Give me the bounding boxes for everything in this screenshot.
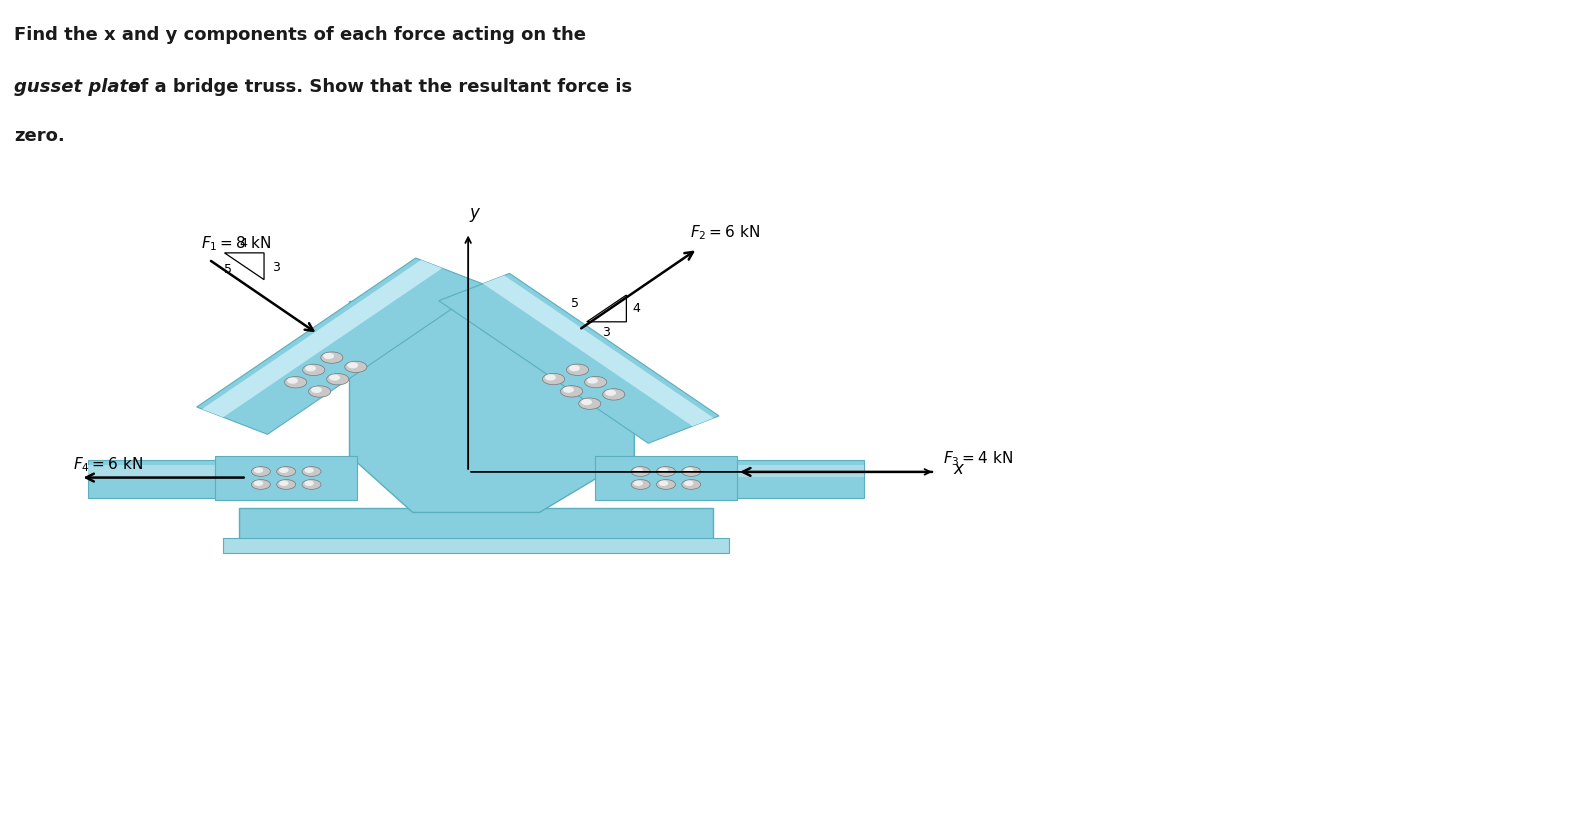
- Circle shape: [685, 481, 693, 485]
- Text: 4: 4: [239, 237, 247, 250]
- Circle shape: [634, 468, 642, 472]
- Polygon shape: [349, 301, 634, 513]
- Circle shape: [346, 361, 366, 373]
- Circle shape: [656, 466, 675, 476]
- FancyBboxPatch shape: [721, 465, 864, 477]
- FancyBboxPatch shape: [89, 465, 231, 477]
- Text: 3: 3: [602, 326, 610, 339]
- Circle shape: [255, 481, 263, 485]
- Polygon shape: [439, 274, 720, 444]
- Circle shape: [631, 479, 650, 489]
- Circle shape: [564, 387, 574, 392]
- Text: 5: 5: [571, 297, 579, 310]
- Circle shape: [252, 479, 271, 489]
- Circle shape: [306, 481, 314, 485]
- Circle shape: [323, 353, 333, 358]
- Circle shape: [561, 386, 583, 397]
- Circle shape: [309, 386, 331, 397]
- Circle shape: [306, 468, 314, 472]
- FancyBboxPatch shape: [721, 460, 864, 498]
- Circle shape: [303, 364, 325, 375]
- Circle shape: [602, 389, 624, 400]
- Text: x: x: [954, 460, 964, 478]
- Circle shape: [569, 365, 579, 370]
- Text: zero.: zero.: [14, 127, 65, 145]
- FancyBboxPatch shape: [223, 538, 729, 553]
- Text: $F_3 = 4\ \mathrm{kN}$: $F_3 = 4\ \mathrm{kN}$: [943, 449, 1013, 468]
- Circle shape: [605, 391, 615, 396]
- Circle shape: [252, 466, 271, 476]
- Circle shape: [582, 400, 591, 405]
- Circle shape: [281, 468, 288, 472]
- FancyBboxPatch shape: [89, 460, 231, 498]
- Circle shape: [303, 479, 322, 489]
- Circle shape: [349, 363, 358, 368]
- Circle shape: [288, 379, 298, 383]
- Text: Find the x and y components of each force acting on the: Find the x and y components of each forc…: [14, 26, 586, 44]
- Circle shape: [277, 466, 296, 476]
- Circle shape: [659, 481, 667, 485]
- Circle shape: [566, 364, 588, 375]
- Text: gusset plate: gusset plate: [14, 78, 141, 96]
- Circle shape: [588, 378, 598, 383]
- Text: y: y: [469, 204, 479, 222]
- Circle shape: [255, 468, 263, 472]
- Circle shape: [320, 352, 342, 363]
- Text: $F_2 = 6\ \mathrm{kN}$: $F_2 = 6\ \mathrm{kN}$: [689, 224, 759, 243]
- FancyBboxPatch shape: [239, 509, 713, 540]
- Circle shape: [306, 365, 315, 370]
- Circle shape: [327, 374, 349, 385]
- Text: of a bridge truss. Show that the resultant force is: of a bridge truss. Show that the resulta…: [122, 78, 632, 96]
- Text: $F_1 = 8\ \mathrm{kN}$: $F_1 = 8\ \mathrm{kN}$: [201, 234, 271, 253]
- Polygon shape: [483, 275, 713, 427]
- Polygon shape: [197, 258, 487, 435]
- Circle shape: [330, 375, 339, 380]
- Circle shape: [281, 481, 288, 485]
- Text: 3: 3: [273, 261, 281, 274]
- Circle shape: [682, 466, 701, 476]
- Polygon shape: [201, 260, 442, 418]
- Text: 5: 5: [225, 264, 233, 277]
- Circle shape: [303, 466, 322, 476]
- Circle shape: [631, 466, 650, 476]
- Circle shape: [585, 376, 607, 387]
- Circle shape: [542, 374, 564, 385]
- Circle shape: [285, 377, 307, 388]
- FancyBboxPatch shape: [594, 456, 737, 501]
- Circle shape: [656, 479, 675, 489]
- Circle shape: [682, 479, 701, 489]
- Text: $F_4 = 6\ \mathrm{kN}$: $F_4 = 6\ \mathrm{kN}$: [73, 455, 143, 474]
- Circle shape: [659, 468, 667, 472]
- Circle shape: [579, 398, 601, 409]
- Circle shape: [634, 481, 642, 485]
- Text: 4: 4: [632, 302, 640, 315]
- Circle shape: [312, 387, 322, 392]
- Circle shape: [545, 375, 555, 380]
- Circle shape: [277, 479, 296, 489]
- FancyBboxPatch shape: [216, 456, 357, 501]
- Circle shape: [685, 468, 693, 472]
